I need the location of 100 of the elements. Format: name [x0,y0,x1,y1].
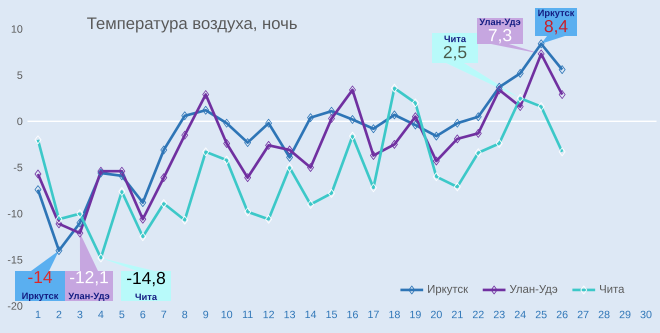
point [286,152,293,162]
point [391,140,398,149]
x-tick-label: 27 [578,310,589,318]
point [474,128,482,138]
y-tick-label: -5 [14,164,22,172]
annotation: 8,4 [544,20,568,34]
x-tick-label: 29 [620,310,630,318]
x-tick-label: 28 [598,310,610,318]
text: Улан-Удэ [479,18,520,27]
x-tick-label: 6 [140,310,146,318]
point [265,118,272,128]
x-tick-label: 5 [119,310,124,318]
x-tick-label: 18 [389,310,400,318]
point [370,151,377,160]
x-tick-label: 30 [640,310,652,318]
point [454,118,461,128]
point [56,246,62,255]
point [76,218,84,228]
x-tick-label: 13 [284,310,296,318]
point [307,163,314,172]
point [328,114,335,123]
legend-label: Чита [600,285,624,293]
point [160,173,168,182]
point [118,166,126,176]
x-tick-label: 4 [98,310,104,318]
annotation: -14 [28,271,52,283]
point [432,156,440,166]
x-tick-label: 21 [452,310,463,318]
y-tick-label: 5 [17,71,22,79]
y-tick-label: -20 [8,302,22,310]
legend-label: Иркутск [428,285,468,296]
point [244,173,252,182]
x-tick-label: 15 [326,310,337,318]
point [181,130,188,140]
x-tick-label: 7 [161,310,166,318]
x-tick-label: 11 [242,310,253,318]
point [202,90,210,99]
y-tick-label: 10 [12,25,22,33]
point [202,106,210,115]
point [265,140,272,150]
annotation: Улан-Удэ [68,292,110,301]
point [139,198,146,207]
x-tick-label: 10 [222,310,232,318]
x-tick-label: 24 [514,310,526,318]
x-tick-label: 1 [36,310,40,318]
point [160,146,168,154]
point [412,112,419,122]
y-tick-label: 0 [17,118,22,126]
point [34,170,42,178]
point [56,219,62,228]
legend-label: Улан-Удэ [510,285,558,296]
point [223,139,230,148]
annotation: 7,3 [488,28,512,44]
x-tick-label: 3 [77,310,82,318]
annotation: Чита [135,294,158,300]
point [538,50,545,58]
x-tick-label: 12 [263,310,274,318]
text: Иркутск [538,10,574,18]
point [76,228,84,238]
x-tick-label: 8 [182,310,188,318]
point [34,185,42,194]
point [496,86,503,94]
point [307,113,314,122]
point [139,214,146,224]
point [370,124,377,134]
annotation: 2,5 [444,46,466,60]
y-tick-label: -10 [8,210,22,218]
annotation: Чита [444,36,466,42]
point [244,138,252,147]
x-tick-label: 26 [556,310,568,318]
annotation: -14,8 [127,272,166,286]
x-tick-label: 20 [430,310,442,318]
point [181,111,188,120]
x-tick-label: 25 [536,310,547,318]
point [349,86,356,94]
point [558,65,566,74]
x-tick-label: 17 [368,310,379,318]
point [432,132,440,141]
y-tick-label: -15 [8,256,22,264]
annotation: Иркутск [22,292,58,301]
x-tick-label: 9 [203,310,208,318]
point [538,39,545,48]
point [496,82,503,92]
point [118,171,126,180]
x-tick-label: 14 [305,310,316,318]
point [223,118,230,128]
point [516,68,524,78]
x-tick-label: 2 [56,310,62,318]
annotation: -12,1 [70,271,108,286]
x-tick-label: 23 [494,310,505,318]
point [558,90,566,99]
x-tick-label: 22 [472,310,484,318]
point [391,110,398,120]
x-tick-label: 16 [347,310,358,318]
point [474,112,482,122]
point [349,115,356,124]
point [516,102,524,111]
chart-title: Температура воздуха, ночь [87,18,297,32]
point [328,106,335,116]
point [454,134,461,144]
